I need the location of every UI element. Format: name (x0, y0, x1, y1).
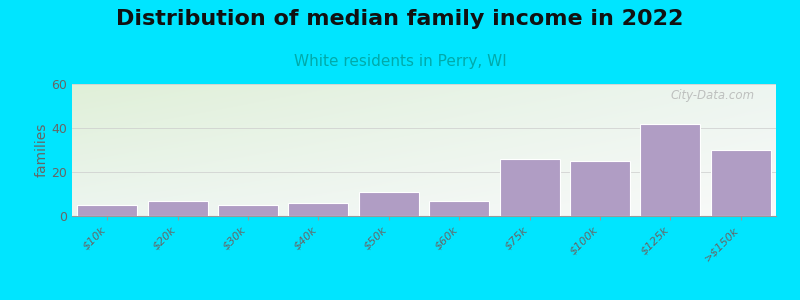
Bar (148, 201, 207, 216)
Bar (430, 201, 489, 216)
Text: City-Data.com: City-Data.com (670, 89, 755, 102)
Bar (218, 205, 278, 216)
Bar (711, 150, 770, 216)
Text: White residents in Perry, WI: White residents in Perry, WI (294, 54, 506, 69)
Text: Distribution of median family income in 2022: Distribution of median family income in … (116, 9, 684, 29)
Bar (500, 159, 559, 216)
Bar (570, 161, 630, 216)
Bar (78, 205, 137, 216)
Y-axis label: families: families (34, 123, 49, 177)
Bar (641, 124, 700, 216)
Bar (359, 192, 418, 216)
Bar (289, 203, 348, 216)
